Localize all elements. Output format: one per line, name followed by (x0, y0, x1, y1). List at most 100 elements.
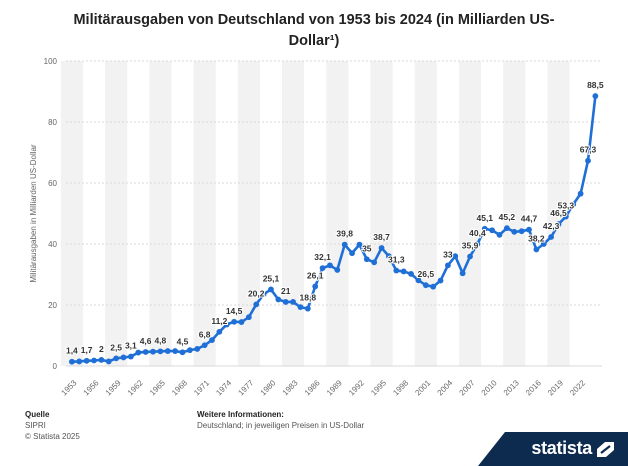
data-point (201, 342, 208, 349)
data-label: 46,5 (550, 208, 567, 218)
data-label: 45,2 (499, 212, 516, 222)
chart-title-line-1: Militärausgaben von Deutschland von 1953… (73, 12, 555, 28)
data-point (334, 267, 341, 273)
data-label: 40,4 (469, 228, 486, 238)
x-tick-label: 1974 (214, 378, 233, 397)
brand-logo[interactable]: statista (531, 438, 592, 458)
x-tick-label: 1977 (236, 378, 255, 397)
data-point (511, 228, 518, 235)
background-band (237, 61, 260, 366)
data-point (503, 225, 510, 232)
data-point (194, 346, 201, 352)
data-point (83, 357, 90, 364)
data-label: 88,5 (587, 80, 604, 90)
data-point (150, 348, 156, 355)
data-point (570, 201, 577, 208)
data-label: 32,1 (314, 252, 331, 262)
x-tick-label: 1998 (391, 378, 410, 397)
background-band (370, 61, 393, 366)
data-point (127, 353, 134, 360)
data-point (533, 246, 540, 253)
info-block: Weitere Informationen: Deutschland; in j… (197, 409, 364, 431)
background-band (503, 61, 526, 366)
data-point (142, 349, 149, 355)
data-point (223, 321, 230, 328)
data-label: 21 (281, 286, 291, 296)
x-tick-label: 2019 (546, 378, 565, 397)
chart-title-line-2: Dollar¹) (288, 33, 340, 49)
data-label: 1,7 (81, 345, 93, 355)
x-tick-label: 2004 (435, 378, 454, 397)
data-point (275, 296, 282, 303)
x-tick-label: 1953 (59, 378, 78, 397)
x-tick-label: 2001 (413, 378, 432, 397)
data-label: 31,3 (388, 255, 405, 265)
data-label: 25,1 (263, 273, 280, 283)
data-point (363, 256, 370, 263)
data-point (327, 262, 333, 269)
y-axis-label: Militärausgaben in Milliarden US-Dollar (29, 144, 38, 283)
data-label: 45,1 (476, 213, 493, 223)
x-tick-label: 1971 (192, 378, 211, 397)
background-band (149, 61, 172, 366)
data-label: 33 (443, 249, 453, 259)
data-point (540, 241, 547, 247)
data-label: 35 (362, 243, 372, 253)
data-point (526, 226, 532, 233)
data-label: 3,1 (125, 341, 137, 351)
data-label: 20,2 (248, 288, 265, 298)
data-label: 4,5 (177, 336, 189, 346)
x-tick-label: 1986 (303, 378, 322, 397)
data-label: 14,5 (226, 306, 243, 316)
data-point (371, 259, 378, 266)
data-point (474, 241, 481, 247)
data-point (459, 270, 466, 277)
x-tick-label: 1980 (259, 378, 278, 397)
x-tick-label: 2016 (524, 378, 543, 397)
x-tick-label: 1992 (347, 378, 366, 397)
data-point (356, 241, 363, 248)
y-tick-label: 20 (48, 301, 57, 310)
data-label: 38,7 (373, 232, 390, 242)
data-point (400, 268, 407, 275)
statista-logo-icon (597, 442, 614, 457)
x-tick-label: 2022 (568, 378, 587, 397)
data-label: 18,8 (300, 293, 317, 303)
data-label: 26,1 (307, 270, 324, 280)
data-point (408, 270, 414, 277)
data-point (585, 157, 591, 164)
data-label: 53,3 (558, 201, 575, 211)
source-block: Quelle SIPRI © Statista 2025 (25, 409, 80, 442)
x-tick-label: 1959 (104, 378, 123, 397)
data-point (268, 286, 274, 293)
y-tick-label: 40 (48, 240, 57, 249)
data-point (105, 358, 112, 365)
data-point (120, 354, 127, 361)
x-tick-label: 1983 (281, 378, 300, 397)
data-label: 4,8 (154, 335, 166, 345)
info-label[interactable]: Weitere Informationen: (197, 410, 284, 419)
data-label: 26,5 (418, 269, 435, 279)
data-point (209, 337, 215, 343)
chart-title: Militärausgaben von Deutschland von 1953… (0, 10, 628, 52)
data-point (135, 349, 142, 356)
x-tick-label: 1968 (170, 378, 189, 397)
source-link[interactable]: SIPRI (25, 421, 46, 430)
data-point (172, 348, 179, 354)
x-tick-label: 1989 (325, 378, 344, 397)
background-band (105, 61, 128, 366)
data-point (445, 262, 451, 269)
x-tick-label: 1995 (369, 378, 388, 397)
data-point (260, 291, 267, 298)
data-point (113, 355, 120, 362)
data-label: 39,8 (336, 229, 353, 239)
data-point (415, 277, 422, 284)
background-band (60, 61, 83, 366)
x-tick-label: 2010 (480, 378, 499, 397)
data-point (253, 301, 260, 308)
background-band (193, 61, 216, 366)
data-point (179, 349, 186, 356)
data-label: 2 (99, 344, 104, 354)
data-label: 6,8 (199, 329, 211, 339)
background-band (282, 61, 305, 366)
